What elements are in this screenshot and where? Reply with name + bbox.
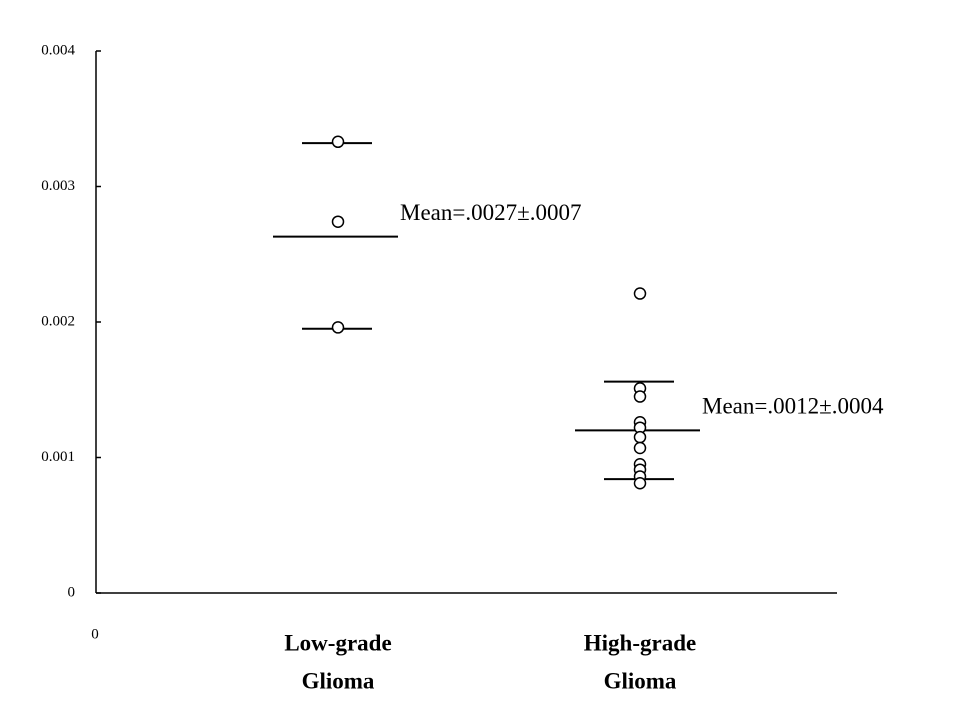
point (633, 430, 647, 444)
x-tick-label: Low-grade (284, 630, 391, 655)
annotation: Mean=.0012±.0004 (702, 394, 884, 419)
point (331, 135, 345, 149)
y-tick-label: 0.004 (41, 42, 75, 58)
y-tick-label: 0.002 (41, 313, 75, 329)
point (331, 215, 345, 228)
x-tick-label: Glioma (604, 668, 677, 693)
y-tick-label: 0 (68, 584, 76, 600)
point (633, 476, 647, 490)
x-origin-label: 0 (91, 626, 99, 642)
point (633, 390, 647, 403)
x-tick-label: High-grade (584, 630, 696, 655)
y-tick-label: 0.001 (41, 449, 75, 465)
annotation: Mean=.0027±.0007 (400, 200, 581, 225)
point (633, 287, 647, 300)
point (331, 321, 345, 334)
y-tick-label: 0.003 (41, 178, 75, 194)
x-tick-label: Glioma (302, 668, 375, 693)
point (633, 441, 647, 455)
